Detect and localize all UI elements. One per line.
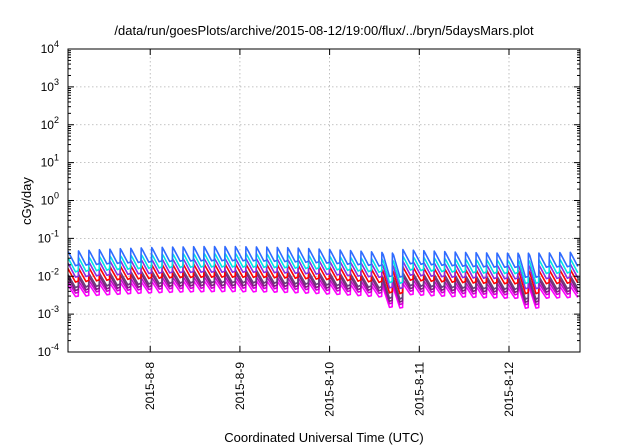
y-tick-exponent: 4 [54, 39, 59, 49]
y-tick-exponent: 1 [54, 153, 59, 163]
y-tick-label: 10-2 [38, 266, 59, 283]
y-tick-label: 10-3 [38, 304, 59, 321]
series-line-7 [67, 245, 579, 279]
y-tick-exponent: -1 [51, 228, 59, 238]
y-tick-label: 102 [41, 115, 59, 132]
x-axis-label: Coordinated Universal Time (UTC) [224, 430, 423, 445]
y-tick-base: 10 [41, 156, 55, 170]
y-tick-exponent: -3 [51, 304, 59, 314]
x-tick-label: 2015-8-10 [323, 362, 337, 417]
y-tick-base: 10 [41, 194, 55, 208]
y-tick-exponent: -2 [51, 266, 59, 276]
y-tick-exponent: 2 [54, 115, 59, 125]
y-tick-exponent: 3 [54, 77, 59, 87]
y-tick-base: 10 [41, 118, 55, 132]
y-tick-exponent: 0 [54, 191, 59, 201]
x-tick-label: 2015-8-12 [502, 362, 516, 417]
y-tick-base: 10 [41, 42, 55, 56]
y-tick-label: 10-1 [38, 228, 59, 245]
y-tick-base: 10 [38, 345, 52, 359]
y-tick-base: 10 [41, 80, 55, 94]
y-tick-base: 10 [38, 307, 52, 321]
x-tick-label: 2015-8-9 [233, 362, 247, 410]
series-group [67, 245, 579, 309]
grid [68, 49, 580, 352]
y-tick-exponent: -4 [51, 342, 59, 352]
chart-title: /data/run/goesPlots/archive/2015-08-12/1… [114, 23, 534, 38]
y-tick-label: 101 [41, 153, 59, 170]
y-tick-label: 10-4 [38, 342, 59, 359]
y-tick-base: 10 [38, 269, 52, 283]
y-tick-label: 100 [41, 191, 59, 208]
x-tick-label: 2015-8-11 [412, 362, 426, 416]
y-tick-label: 104 [41, 39, 59, 56]
y-tick-label: 103 [41, 77, 59, 94]
x-tick-label: 2015-8-8 [143, 362, 157, 410]
y-tick-base: 10 [38, 231, 52, 245]
y-axis-label: cGy/day [19, 177, 34, 225]
